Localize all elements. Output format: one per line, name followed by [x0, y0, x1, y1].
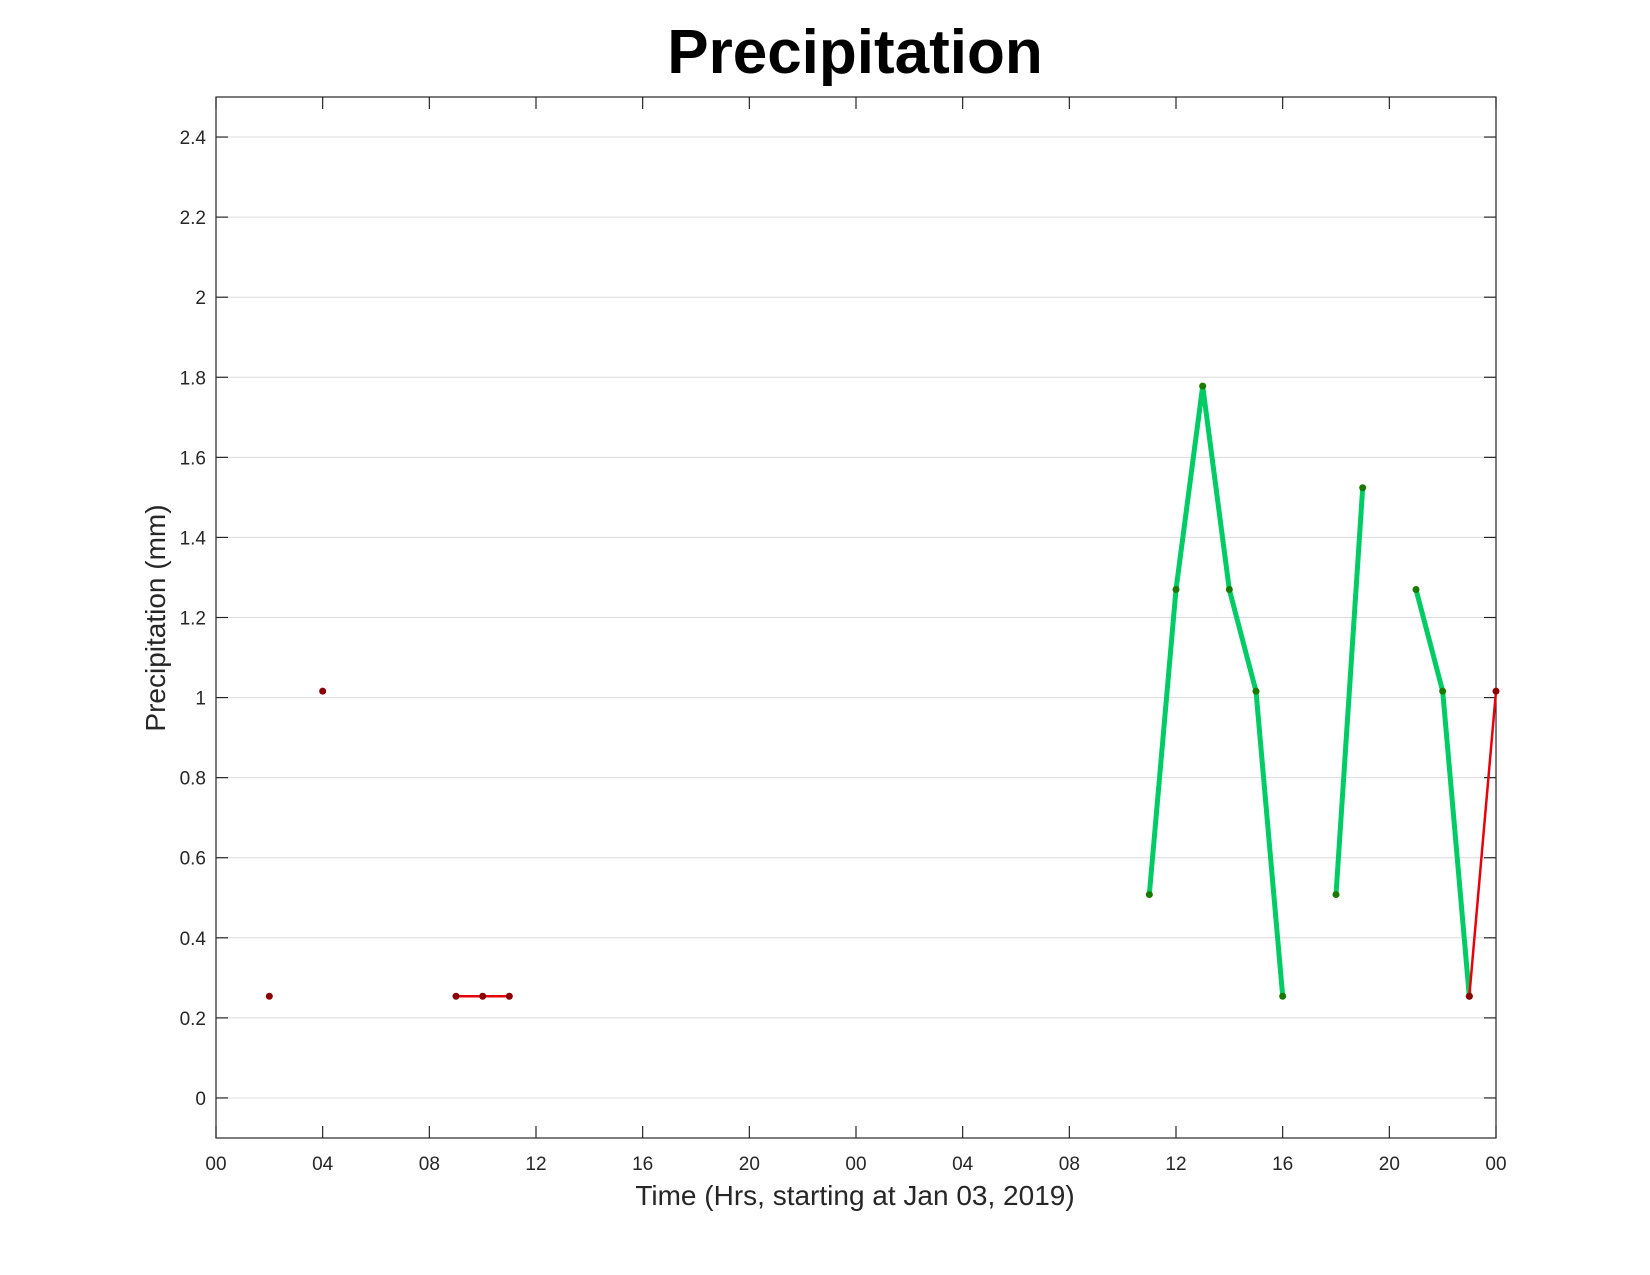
- y-tick-label: 0.4: [180, 929, 207, 950]
- data-point: [1279, 992, 1287, 1000]
- data-point: [1359, 484, 1367, 492]
- x-tick-label: 12: [525, 1154, 546, 1175]
- data-point: [505, 992, 513, 1000]
- series-2: [1145, 382, 1287, 1000]
- x-tick-label: 16: [632, 1154, 653, 1175]
- y-tick-label: 1: [195, 689, 206, 710]
- data-point: [319, 687, 327, 695]
- x-tick-label: 12: [1165, 1154, 1186, 1175]
- axis-ticks: [215, 97, 1497, 1138]
- series-3: [1332, 484, 1367, 899]
- data-point: [1199, 382, 1207, 390]
- x-tick-labels: 00 04 08 12 16 20 00 04 08 12 16 20 00: [205, 1154, 1506, 1175]
- grid-lines: [216, 136, 1496, 1099]
- series-0: [265, 687, 327, 1000]
- x-tick-label: 20: [739, 1154, 760, 1175]
- y-tick-label: 1.4: [180, 528, 207, 549]
- data-point: [452, 992, 460, 1000]
- y-tick-label: 0.6: [180, 849, 206, 870]
- y-tick-label: 2.2: [180, 208, 206, 229]
- x-tick-label: 20: [1379, 1154, 1400, 1175]
- x-tick-label: 04: [312, 1154, 334, 1175]
- data-point: [1439, 687, 1447, 695]
- x-tick-label: 00: [845, 1154, 866, 1175]
- data-point: [1412, 585, 1420, 593]
- data-point: [1332, 891, 1340, 899]
- series-line: [1413, 587, 1472, 999]
- y-tick-label: 2.4: [180, 128, 207, 149]
- y-tick-label: 0.8: [180, 769, 206, 790]
- y-tick-label: 2: [195, 288, 206, 309]
- series-line: [1333, 485, 1366, 898]
- data-point: [479, 992, 487, 1000]
- series-line: [1468, 689, 1498, 998]
- series-1: [452, 992, 513, 1000]
- data-point: [1492, 687, 1500, 695]
- x-tick-label: 08: [419, 1154, 440, 1175]
- x-axis-label: Time (Hrs, starting at Jan 03, 2019): [635, 1180, 1074, 1211]
- x-tick-label: 04: [952, 1154, 974, 1175]
- y-tick-label: 1.8: [180, 368, 206, 389]
- chart-title: Precipitation: [667, 18, 1043, 87]
- y-axis-label: Precipitation (mm): [140, 504, 171, 731]
- series-5: [1465, 687, 1500, 1000]
- data-point: [265, 992, 273, 1000]
- series-line: [1146, 383, 1286, 999]
- data-point: [1465, 992, 1473, 1000]
- y-tick-labels: 0 0.2 0.4 0.6 0.8 1 1.2 1.4 1.6 1.8 2 2.2 2.4: [180, 128, 207, 1110]
- y-tick-label: 1.2: [180, 609, 206, 630]
- data-point: [1225, 585, 1233, 593]
- y-tick-label: 0.2: [180, 1009, 206, 1030]
- y-tick-label: 1.6: [180, 448, 206, 469]
- x-tick-label: 00: [1485, 1154, 1506, 1175]
- x-tick-label: 16: [1272, 1154, 1293, 1175]
- x-tick-label: 08: [1059, 1154, 1080, 1175]
- x-tick-label: 00: [205, 1154, 226, 1175]
- data-series: [265, 382, 1500, 1000]
- data-point: [1172, 585, 1180, 593]
- data-point: [1145, 891, 1153, 899]
- data-point: [1252, 687, 1260, 695]
- y-tick-label: 0: [195, 1089, 206, 1110]
